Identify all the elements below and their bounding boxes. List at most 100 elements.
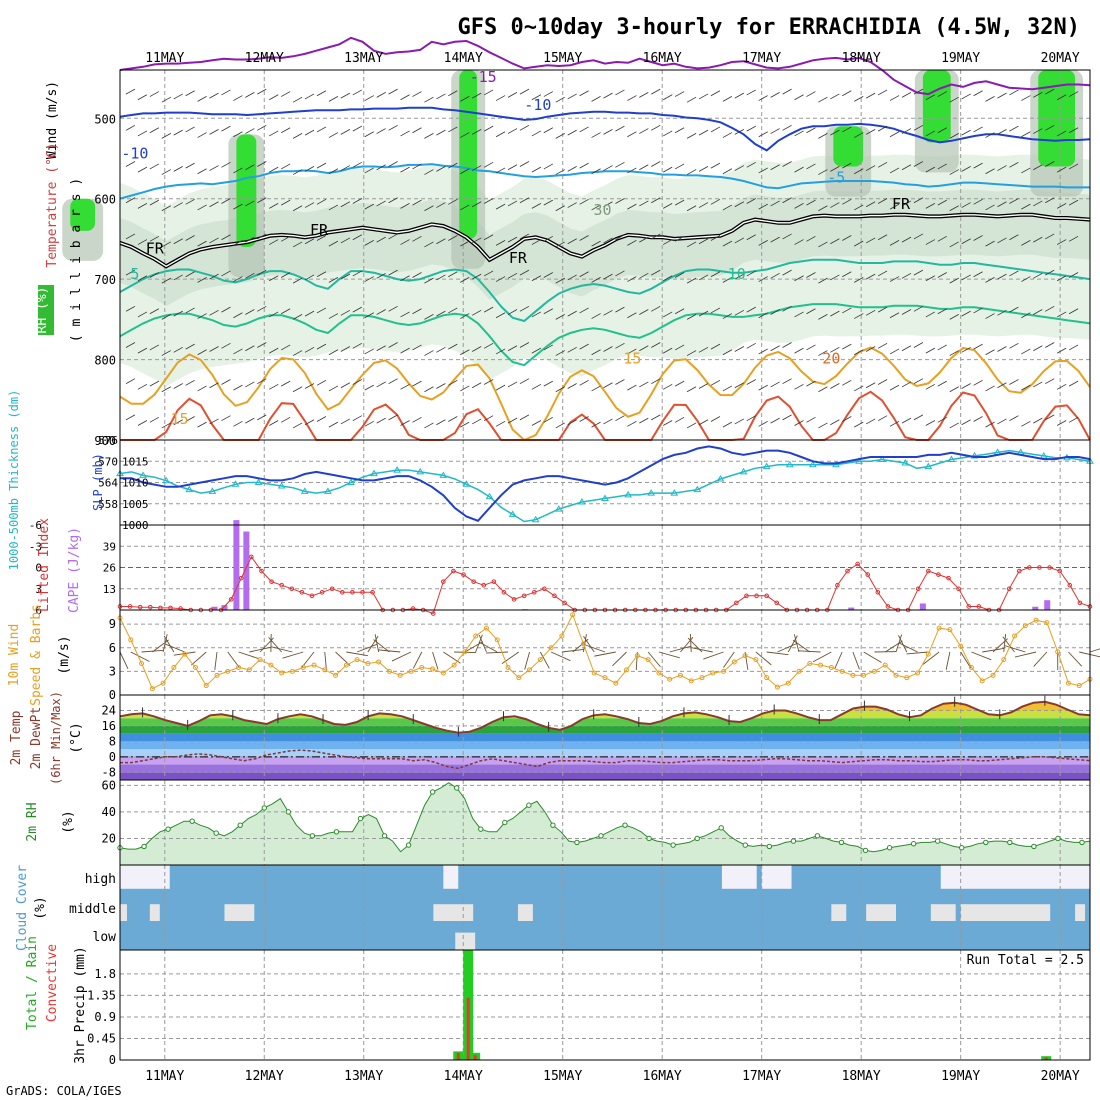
wind-barb <box>292 313 303 320</box>
cloud-level-label: low <box>93 930 117 945</box>
isotherm-plus20 <box>120 390 1091 441</box>
wind-barb <box>663 347 673 354</box>
wind-barb <box>651 161 661 167</box>
wind-barb <box>340 128 351 135</box>
wind-barb <box>901 345 912 352</box>
wind-barb <box>973 343 983 350</box>
rh-marker <box>405 842 412 848</box>
rh-marker <box>766 843 773 850</box>
wind-barb <box>1056 420 1067 426</box>
thickness-marker <box>208 487 217 494</box>
wind-speed-marker <box>537 657 543 663</box>
wind-barb <box>579 162 589 169</box>
wind-barb <box>877 125 888 132</box>
wind-barb <box>269 311 279 318</box>
wind-barb <box>961 310 971 317</box>
wind-barb <box>292 205 303 212</box>
surface-wind-barb <box>812 651 832 663</box>
wind-barb <box>985 421 995 428</box>
wind-barb <box>865 201 876 208</box>
surface-wind-barb <box>945 651 951 670</box>
wind-barb <box>651 233 661 240</box>
wind-barb <box>233 312 243 319</box>
cloud-clear-cell <box>149 904 160 921</box>
thickness-marker <box>901 459 910 466</box>
wind-speed-marker <box>925 651 931 657</box>
wind-barb <box>412 91 422 97</box>
wind-barb <box>519 88 530 95</box>
wind-barb <box>1068 272 1079 278</box>
surface-wind-barb <box>798 650 821 653</box>
wind-barb <box>448 198 458 205</box>
wind-barb <box>436 238 446 245</box>
wind-barb <box>1068 91 1079 97</box>
wind-barb <box>842 90 852 97</box>
lifted-index-marker <box>1016 568 1022 574</box>
wind-barb <box>388 342 398 348</box>
isotherm-plus5 <box>119 258 1091 323</box>
wind-barb <box>651 124 661 131</box>
lifted-index-marker <box>1027 565 1032 570</box>
cloud-clear-cell <box>120 865 170 889</box>
wind-barb <box>722 421 733 428</box>
rh-marker <box>333 829 340 835</box>
wind-speed-marker <box>343 662 349 668</box>
temp-band <box>120 701 1090 703</box>
wind-barb <box>495 167 506 174</box>
wind-barb <box>639 200 649 207</box>
wind-barb <box>591 132 601 138</box>
wind-barb <box>973 271 983 278</box>
surface-wind-barb <box>412 651 423 669</box>
wind-barb <box>340 382 351 389</box>
wind-barb <box>269 94 279 101</box>
wind-speed-marker <box>774 684 780 690</box>
rh-marker <box>1055 835 1061 842</box>
date-label-bottom: 11MAY <box>145 1069 184 1084</box>
wind-barb <box>388 161 398 167</box>
wind-barb <box>328 204 339 211</box>
wind-barb <box>400 166 410 173</box>
wind-speed-marker <box>236 664 242 670</box>
wind-barb <box>471 418 482 425</box>
thickness-marker <box>462 480 471 487</box>
rh-marker <box>285 809 292 815</box>
wind-barb <box>376 128 386 134</box>
wind-speed-marker <box>225 668 231 674</box>
wind-barb <box>316 379 327 386</box>
wind-barb <box>233 95 243 101</box>
surface-wind-barb <box>792 639 811 653</box>
surface-wind-barb <box>141 649 164 653</box>
wind-barb <box>233 203 243 210</box>
thickness-marker <box>1039 451 1048 459</box>
contour-label: -10 <box>121 144 148 162</box>
wind-barb <box>913 378 924 385</box>
wind-speed-marker <box>483 625 489 631</box>
wind-barb <box>698 129 709 136</box>
wind-barb <box>997 273 1007 280</box>
surface-wind-barb <box>486 651 509 654</box>
wind-barb <box>543 272 554 278</box>
wind-barb <box>436 346 446 353</box>
rh-bright-region <box>236 134 257 247</box>
precip-axis-label: 3hr Precip (mm) <box>73 946 88 1063</box>
wind-speed-marker <box>947 627 953 633</box>
cape-bar <box>211 606 218 610</box>
wind-barb <box>627 312 637 319</box>
panel-frame <box>119 609 1091 696</box>
wind-barb <box>925 383 936 390</box>
wind-speed-marker <box>968 664 974 670</box>
surface-wind-barb <box>583 636 595 653</box>
surface-wind-barb <box>971 651 992 661</box>
wind-barb <box>316 162 327 169</box>
y-tick-label: 1.35 <box>87 988 116 1002</box>
rh-marker <box>502 819 508 826</box>
wind-barb <box>698 310 709 317</box>
wind-barb <box>555 169 565 175</box>
thickness-marker <box>231 480 240 487</box>
wind-barb <box>806 380 816 387</box>
rh-marker <box>478 826 484 832</box>
surface-wind-barb <box>478 641 498 653</box>
wind-speed-marker <box>527 667 533 673</box>
wind-barb <box>543 416 554 423</box>
thickness-marker <box>855 457 863 464</box>
